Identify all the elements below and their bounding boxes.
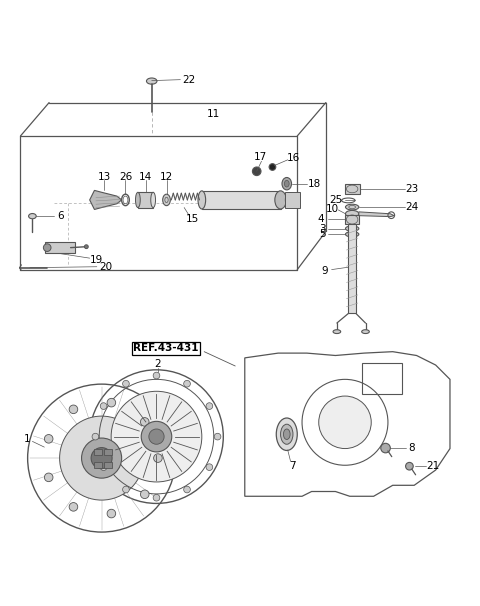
Circle shape <box>84 245 88 248</box>
Circle shape <box>252 167 261 176</box>
Circle shape <box>184 381 191 387</box>
Circle shape <box>206 464 213 470</box>
Circle shape <box>107 398 116 407</box>
Text: 23: 23 <box>405 184 419 194</box>
Text: 12: 12 <box>160 172 173 182</box>
Bar <box>95 449 102 455</box>
Bar <box>95 462 102 468</box>
Ellipse shape <box>281 424 293 444</box>
Bar <box>202 191 281 209</box>
Circle shape <box>69 405 78 414</box>
Ellipse shape <box>362 330 369 333</box>
Text: 24: 24 <box>405 202 419 212</box>
Circle shape <box>149 429 164 444</box>
Circle shape <box>153 372 160 379</box>
Circle shape <box>60 416 144 500</box>
Ellipse shape <box>276 418 297 450</box>
Ellipse shape <box>284 181 289 187</box>
Bar <box>345 184 360 194</box>
Circle shape <box>141 421 172 452</box>
Ellipse shape <box>346 204 359 210</box>
Ellipse shape <box>346 231 359 237</box>
Text: 26: 26 <box>119 172 132 182</box>
Text: 25: 25 <box>329 195 342 205</box>
Text: REF.43-431: REF.43-431 <box>133 344 199 353</box>
Bar <box>138 192 153 208</box>
Text: 11: 11 <box>207 110 220 119</box>
Bar <box>104 462 112 468</box>
Circle shape <box>214 433 221 440</box>
Circle shape <box>92 433 99 440</box>
Circle shape <box>100 464 107 470</box>
Text: 17: 17 <box>254 152 267 162</box>
Bar <box>45 242 75 253</box>
Ellipse shape <box>163 194 170 205</box>
Circle shape <box>111 391 202 482</box>
Ellipse shape <box>135 192 140 208</box>
Ellipse shape <box>275 191 286 209</box>
Text: 5: 5 <box>319 229 325 239</box>
Ellipse shape <box>283 429 290 439</box>
Text: 15: 15 <box>186 215 199 224</box>
Circle shape <box>100 403 107 410</box>
Polygon shape <box>90 190 121 210</box>
Circle shape <box>82 438 121 478</box>
Text: 4: 4 <box>318 215 324 224</box>
Ellipse shape <box>146 78 157 84</box>
Circle shape <box>91 448 112 468</box>
Circle shape <box>122 486 129 493</box>
Text: 8: 8 <box>408 442 415 453</box>
Text: 20: 20 <box>99 262 112 271</box>
Text: 2: 2 <box>155 359 161 369</box>
Circle shape <box>44 473 53 482</box>
Circle shape <box>69 502 78 511</box>
Circle shape <box>381 444 390 453</box>
Text: 1: 1 <box>24 434 30 444</box>
Bar <box>285 192 300 208</box>
Text: 9: 9 <box>322 266 328 276</box>
Bar <box>104 449 112 455</box>
Circle shape <box>184 486 191 493</box>
Circle shape <box>141 490 149 499</box>
Ellipse shape <box>29 213 36 219</box>
Ellipse shape <box>333 330 341 333</box>
Text: 21: 21 <box>427 461 440 471</box>
Circle shape <box>43 244 51 251</box>
Circle shape <box>269 164 276 170</box>
Text: 18: 18 <box>307 179 321 188</box>
Circle shape <box>107 509 116 518</box>
Ellipse shape <box>346 210 359 217</box>
Text: 22: 22 <box>182 75 195 85</box>
Circle shape <box>141 418 149 426</box>
Circle shape <box>406 462 413 470</box>
Circle shape <box>44 435 53 443</box>
Circle shape <box>319 396 371 448</box>
Circle shape <box>154 454 162 462</box>
Text: 10: 10 <box>326 204 339 213</box>
Circle shape <box>122 381 129 387</box>
Ellipse shape <box>282 178 291 190</box>
Text: 14: 14 <box>139 172 152 182</box>
Ellipse shape <box>285 193 295 207</box>
Text: 3: 3 <box>319 224 325 233</box>
Text: 16: 16 <box>288 153 300 163</box>
Ellipse shape <box>346 226 359 231</box>
Circle shape <box>153 494 160 501</box>
Text: 13: 13 <box>97 172 110 182</box>
Bar <box>346 215 359 224</box>
Polygon shape <box>359 212 394 216</box>
Ellipse shape <box>151 192 156 208</box>
Text: 6: 6 <box>58 211 64 221</box>
Text: 7: 7 <box>289 461 296 471</box>
Ellipse shape <box>198 191 205 209</box>
Text: 19: 19 <box>90 255 104 265</box>
Bar <box>348 224 356 313</box>
Circle shape <box>206 403 213 410</box>
